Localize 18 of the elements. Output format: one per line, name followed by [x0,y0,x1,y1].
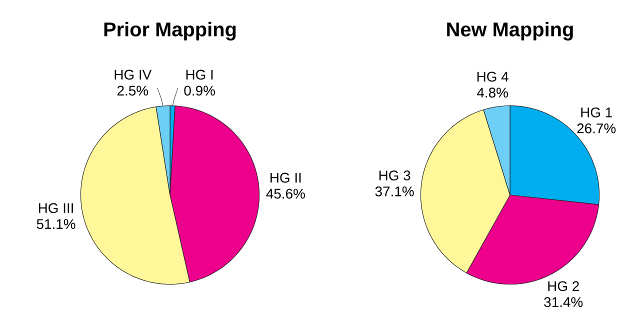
slice-label: HG 2 [548,281,579,292]
slice-label: HG 1 [581,107,612,118]
slice-label: HG I [186,70,213,80]
slice-label: HG 3 [379,170,410,180]
slice-label: HG IV [114,70,152,80]
data-label: 37.1% [375,186,414,196]
chart-title: Prior Mapping [104,22,236,40]
slice-label: HG III [38,203,73,214]
data-label: 31.4% [544,297,583,308]
slice-label: HG 4 [477,72,508,82]
chart-title: New Mapping [447,22,573,40]
data-label: 26.7% [577,123,616,134]
data-label: 0.9% [184,86,215,96]
data-label: 45.6% [266,188,305,199]
data-label: 51.1% [36,219,76,229]
data-label: 2.5% [117,86,148,96]
slice-label: HG II [270,172,301,183]
data-label: 4.8% [476,88,508,98]
